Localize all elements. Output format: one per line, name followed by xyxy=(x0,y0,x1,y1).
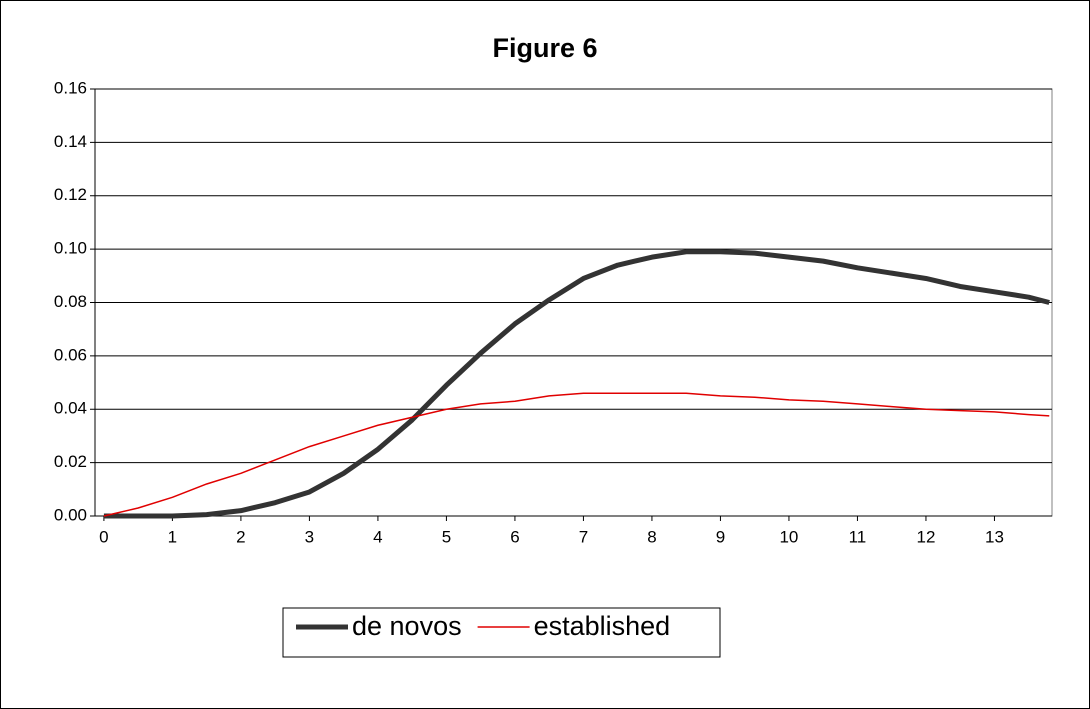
series-line xyxy=(103,392,1050,517)
legend-label: de novos xyxy=(352,611,462,641)
x-tick-label: 6 xyxy=(510,527,519,546)
x-tick-label: 1 xyxy=(168,527,177,546)
x-tick-label: 0 xyxy=(99,527,108,546)
x-tick-label: 5 xyxy=(442,527,451,546)
x-tick-label: 7 xyxy=(579,527,588,546)
x-tick-label: 9 xyxy=(716,527,725,546)
y-tick-label: 0.00 xyxy=(54,505,87,524)
x-tick-label: 3 xyxy=(305,527,314,546)
x-tick-label: 4 xyxy=(373,527,382,546)
x-tick-label: 2 xyxy=(236,527,245,546)
chart-title: Figure 6 xyxy=(492,33,597,63)
y-tick-label: 0.12 xyxy=(54,185,87,204)
x-tick-label: 11 xyxy=(849,527,867,546)
x-tick-label: 8 xyxy=(647,527,656,546)
x-tick-label: 12 xyxy=(916,527,935,546)
y-tick-label: 0.14 xyxy=(54,132,87,151)
y-tick-label: 0.04 xyxy=(54,399,87,418)
y-tick-label: 0.16 xyxy=(54,78,87,97)
series-line xyxy=(103,249,1050,519)
x-tick-label: 10 xyxy=(779,527,798,546)
y-tick-label: 0.10 xyxy=(54,239,87,258)
y-tick-label: 0.02 xyxy=(54,452,87,471)
y-tick-label: 0.08 xyxy=(54,292,87,311)
legend-label: established xyxy=(534,611,671,641)
x-tick-label: 13 xyxy=(985,527,1004,546)
legend-box xyxy=(282,607,721,658)
y-tick-label: 0.06 xyxy=(54,345,87,364)
